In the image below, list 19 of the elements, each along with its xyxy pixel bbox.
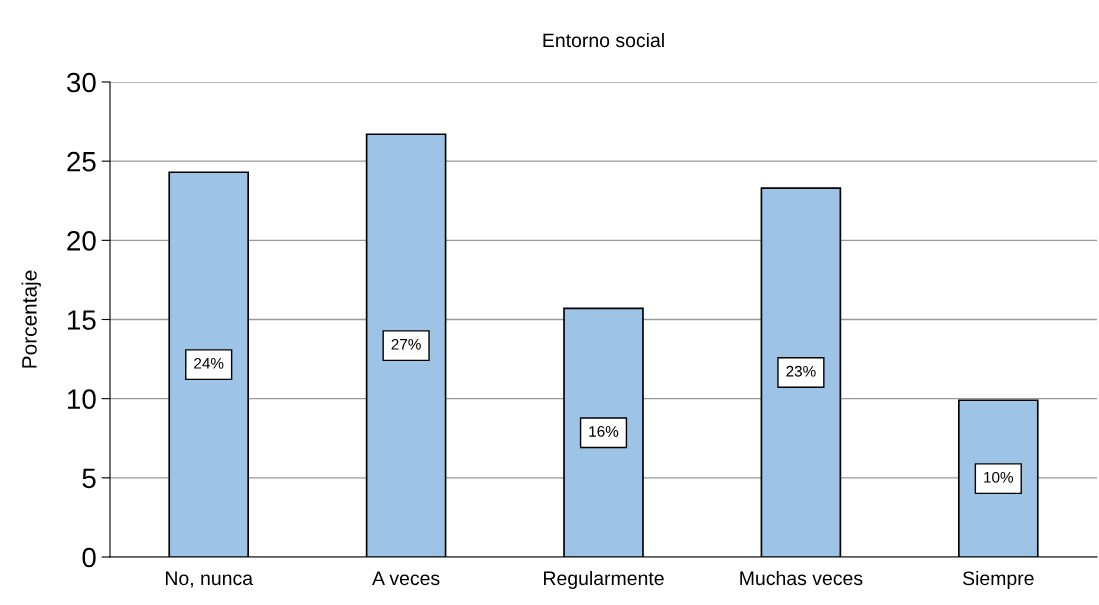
- y-tick-label: 10: [68, 389, 96, 410]
- data-label: 23%: [786, 365, 816, 377]
- y-tick-label: 15: [68, 310, 96, 330]
- y-tick-label: 25: [67, 151, 96, 172]
- x-tick-label: Regularmente: [544, 570, 664, 590]
- y-axis-title: Porcentaje: [21, 270, 41, 368]
- data-label: 16%: [589, 425, 619, 437]
- y-tick-label: 30: [66, 72, 96, 93]
- data-label: 10%: [984, 471, 1014, 483]
- x-tick-label: Muchas veces: [740, 570, 863, 586]
- data-label: 24%: [194, 357, 224, 369]
- x-tick-label: A veces: [372, 571, 440, 586]
- y-tick-label: 0: [82, 547, 96, 568]
- data-label: 27%: [391, 338, 421, 350]
- chart-title: Entorno social: [543, 32, 664, 48]
- y-tick-label: 5: [82, 468, 96, 489]
- x-tick-label: No, nunca: [165, 571, 254, 588]
- y-tick-label: 20: [67, 231, 96, 251]
- x-tick-label: Siempre: [962, 570, 1034, 590]
